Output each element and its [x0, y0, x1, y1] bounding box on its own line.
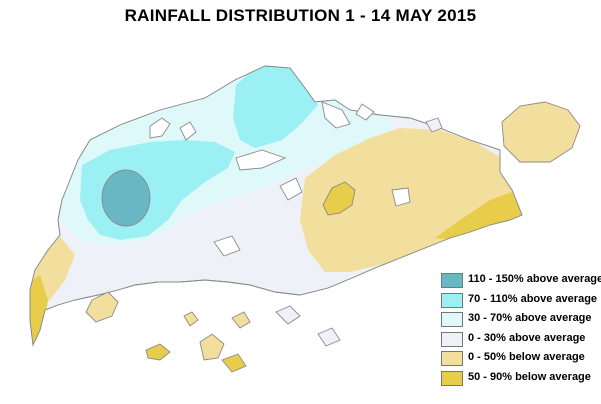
legend-label: 70 - 110% above average	[468, 292, 598, 305]
reservoir	[355, 103, 375, 121]
reservoir	[149, 117, 171, 139]
legend-row-0-30-above: 0 - 30% above average	[441, 331, 596, 349]
reservoir	[235, 149, 287, 171]
reservoir	[321, 101, 351, 129]
legend-row-110-150-above: 110 - 150% above average	[441, 272, 601, 290]
reservoir	[279, 177, 303, 201]
legend-label: 110 - 150% above average	[468, 273, 601, 285]
legend-row-0-50-below: 0 - 50% below average	[441, 350, 596, 368]
legend-swatch	[441, 292, 463, 308]
island-south-0-50-below	[85, 291, 119, 323]
island-south-0-50-below	[231, 311, 251, 329]
zone-50-90-below-southwest	[30, 275, 48, 345]
reservoir	[391, 187, 411, 207]
map-title: RAINFALL DISTRIBUTION 1 - 14 MAY 2015	[124, 6, 477, 25]
zone-50-90-below-east	[435, 192, 522, 240]
legend: 110 - 150% above average 70 - 110% above…	[441, 272, 601, 389]
legend-label: 0 - 30% above average	[468, 331, 586, 344]
mainland-coastline	[29, 65, 523, 347]
reservoir	[179, 121, 197, 141]
island-south-0-30-above	[317, 327, 341, 347]
island-south-50-90-below	[221, 353, 247, 373]
legend-row-30-70-above: 30 - 70% above average	[441, 311, 596, 329]
legend-label: 50 - 90% below average	[468, 370, 591, 383]
legend-label: 0 - 50% below average	[468, 351, 585, 363]
legend-row-70-110-above: 70 - 110% above average	[441, 292, 598, 310]
legend-row-50-90-below: 50 - 90% below average	[441, 370, 596, 388]
zone-70-110-above-north	[233, 66, 318, 148]
island-east-0-50-below	[501, 101, 581, 163]
zone-110-150-above	[101, 169, 151, 227]
zone-50-90-below-central	[322, 181, 356, 216]
island-south-0-50-below	[183, 311, 199, 327]
legend-swatch	[441, 273, 463, 288]
island-south-0-30-above	[425, 117, 443, 133]
reservoir	[213, 235, 241, 257]
island-south-50-90-below	[145, 343, 171, 361]
legend-swatch	[441, 331, 463, 347]
legend-swatch	[441, 370, 463, 386]
legend-swatch	[441, 312, 463, 327]
island-south-0-50-below	[199, 333, 225, 361]
legend-swatch	[441, 351, 463, 366]
island-south-0-30-above	[275, 305, 301, 325]
legend-label: 30 - 70% above average	[468, 312, 592, 324]
